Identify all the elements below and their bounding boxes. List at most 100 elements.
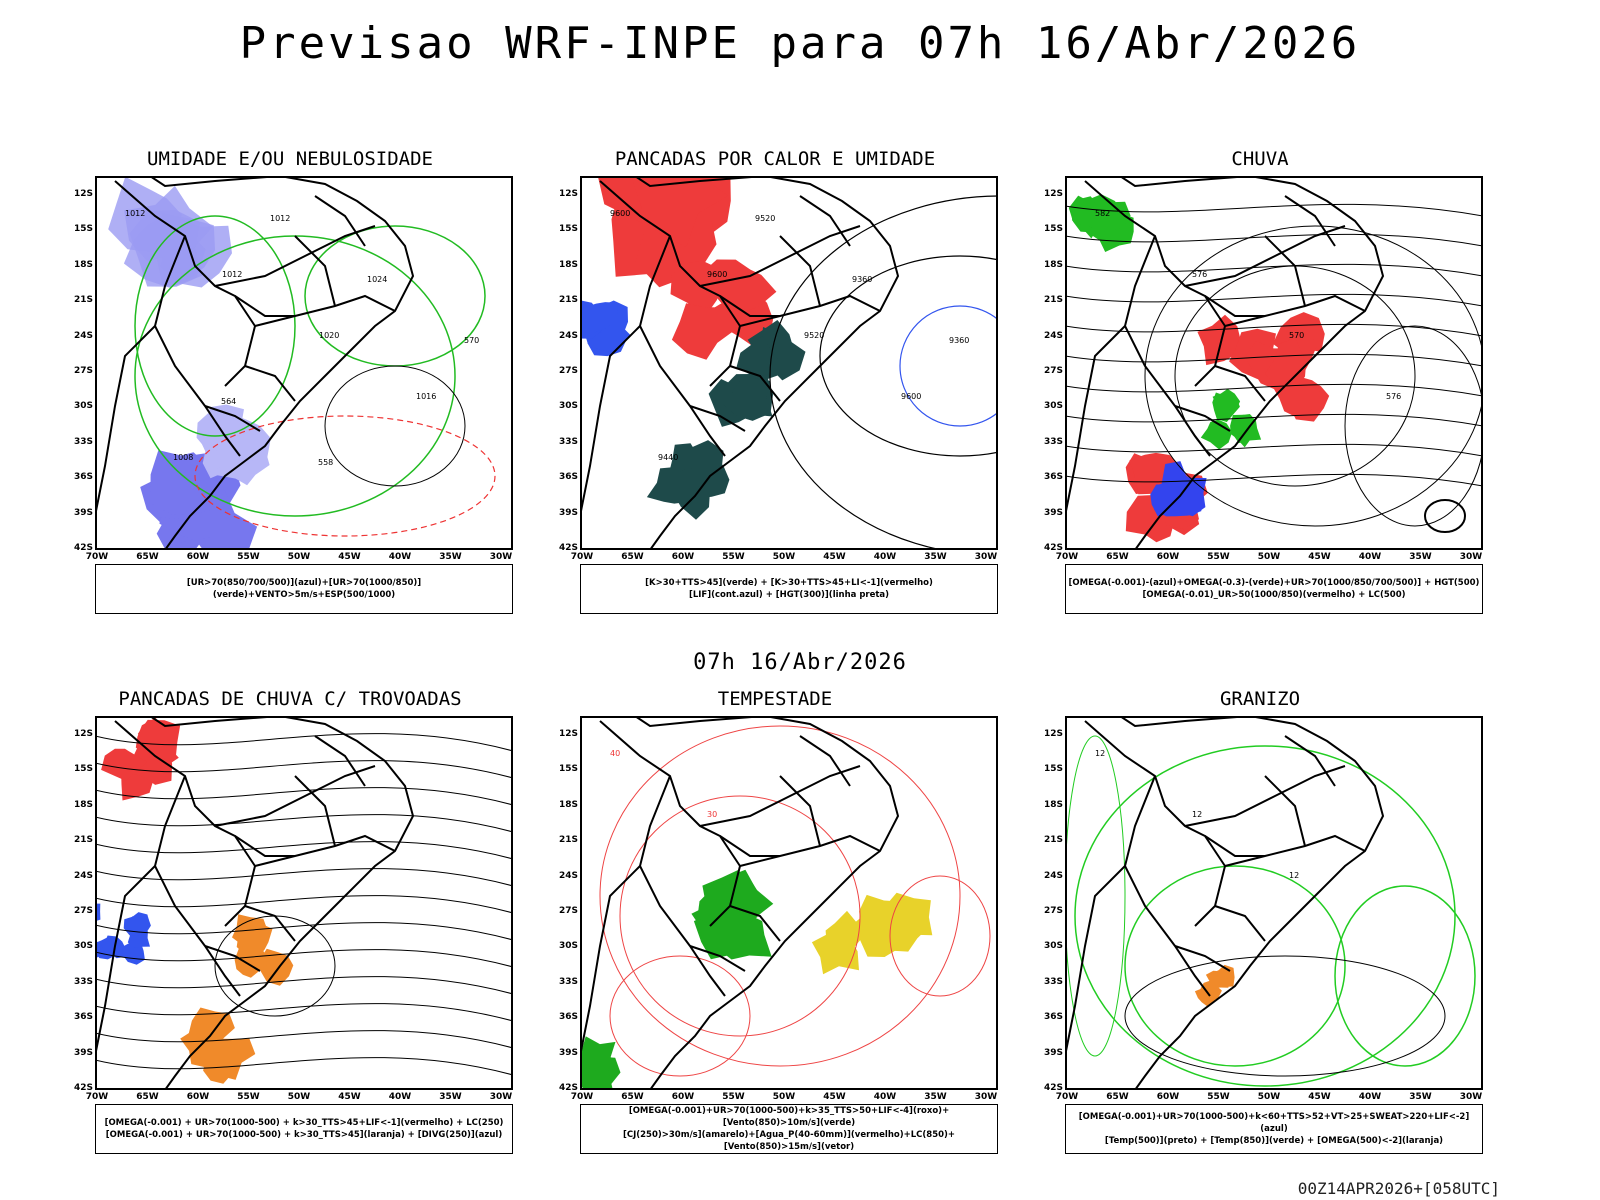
lat-tick-label: 39S (73, 1047, 93, 1058)
map-trovoadas[interactable]: 12S 15S 18S 21S 24S 27S 30S 33S 36S 39S 42S 70W 65W 6… (74, 716, 513, 1102)
border-line (1174, 405, 1231, 432)
lat-tick-label: 21S (558, 295, 578, 306)
lat-tick-label: 24S (558, 870, 578, 881)
lat-tick-label: 33S (558, 436, 578, 447)
lon-tick-label: 35W (1409, 1092, 1432, 1102)
lat-tick-label: 30S (558, 941, 578, 952)
lon-tick-label: 30W (1459, 552, 1483, 562)
streamline (95, 868, 513, 887)
contour-label: 564 (221, 397, 236, 406)
border-line (739, 834, 881, 867)
panel-legend: [OMEGA(-0.001)+UR>70(1000-500)+k<60+TTS>… (1065, 1104, 1483, 1154)
lon-tick-label: 45W (338, 552, 361, 562)
lat-tick-label: 39S (1043, 1047, 1063, 1058)
lat-tick-label: 39S (1043, 507, 1063, 518)
lon-tick-label: 65W (1106, 1092, 1129, 1102)
lon-tick-label: 40W (1358, 1092, 1382, 1102)
lat-tick-label: 27S (558, 366, 578, 376)
streamline (95, 814, 513, 833)
lat-tick-label: 36S (558, 1012, 578, 1023)
lon-tick-label: 55W (1207, 1092, 1230, 1102)
border-line (204, 945, 261, 972)
panel-title: PANCADAS POR CALOR E UMIDADE (614, 148, 936, 170)
lon-tick-label: 55W (722, 1092, 745, 1102)
lat-tick-label: 21S (558, 835, 578, 846)
shaded-area (1265, 337, 1306, 391)
map-tempestade[interactable]: 40 30 12S 15S 18S 21S 24S 27S 30S 33S 36S 39S 42S 70W… (559, 716, 998, 1102)
lat-tick-label: 42S (1043, 543, 1063, 553)
shaded-area (718, 267, 777, 312)
streamline (95, 841, 513, 860)
lon-tick-label: 60W (1156, 1092, 1180, 1102)
lon-tick-label: 65W (136, 1092, 159, 1102)
lat-tick-label: 15S (1043, 764, 1063, 775)
map-granizo[interactable]: 12 12 12 12S 15S 18S 21S 24S 27S 30S 33S 36S 39S 42S 7… (1044, 716, 1483, 1102)
shaded-area (1230, 414, 1254, 448)
lon-tick-label: 60W (1156, 552, 1180, 562)
contour-label: 40 (610, 749, 620, 758)
shaded-area (646, 467, 699, 504)
border-line (1284, 735, 1336, 787)
map-umidade[interactable]: 1012 1012 1020 1016 1008 1012 1024 570 564 558 12S… (74, 176, 513, 562)
contour-label: 9440 (658, 453, 678, 462)
shaded-area (203, 1042, 236, 1084)
streamline (1065, 353, 1483, 367)
contour-line (1124, 955, 1446, 1077)
contour-label: 9600 (901, 392, 921, 401)
contour-label: 9600 (610, 209, 630, 218)
lat-tick-label: 18S (558, 259, 578, 270)
legend-line-2: [OMEGA(-0.001) + UR>70(1000-500) + k>30_… (105, 1130, 503, 1140)
legend-line-1: [OMEGA(-0.001) + UR>70(1000-500) + k>30_… (104, 1118, 504, 1128)
lat-tick-label: 15S (558, 224, 578, 235)
border-line (689, 945, 746, 972)
map-frame (95, 176, 513, 550)
contour-line (1124, 865, 1346, 1067)
border-line (779, 775, 821, 847)
map-chuva[interactable]: 582 576 570 576 12S 15S 18S 21S 24S 27S 30S 33S 36S 3… (1044, 176, 1483, 562)
shaded-area (260, 948, 294, 986)
lon-tick-label: 65W (621, 552, 644, 562)
map-pancadas-calor[interactable]: 9600 9600 9520 9600 9440 9520 9360 9360 12S 15S 18… (559, 176, 998, 562)
border-line (234, 295, 295, 317)
lat-tick-label: 42S (558, 543, 578, 553)
contour-label: 1024 (367, 275, 387, 284)
contour-line (819, 255, 998, 457)
lat-tick-label: 24S (73, 870, 93, 881)
border-line (719, 835, 780, 857)
border-line (153, 775, 241, 997)
contour-label: 9360 (949, 336, 969, 345)
lon-tick-label: 50W (1257, 552, 1281, 562)
lat-tick-label: 36S (1043, 472, 1063, 483)
contour-label: 9600 (707, 270, 727, 279)
streamline (95, 1057, 513, 1076)
shaded-area (1197, 314, 1241, 366)
lat-tick-label: 15S (73, 764, 93, 775)
streamline (95, 949, 513, 968)
lon-tick-label: 35W (1409, 552, 1432, 562)
contour-line (609, 955, 751, 1077)
lon-tick-label: 40W (1358, 552, 1382, 562)
contour-label: 576 (1192, 270, 1207, 279)
lon-tick-label: 50W (1257, 1092, 1281, 1102)
lon-tick-label: 40W (388, 552, 412, 562)
border-line (1284, 195, 1336, 247)
lat-tick-label: 39S (558, 1047, 578, 1058)
panel-title: PANCADAS DE CHUVA C/ TROVOADAS (118, 688, 462, 710)
lon-tick-label: 30W (489, 1092, 513, 1102)
map-frame (95, 716, 513, 1090)
lat-tick-label: 42S (73, 1083, 93, 1093)
coastline (1065, 716, 1385, 1090)
lon-tick-label: 45W (823, 552, 846, 562)
contour-label: 12 (1289, 871, 1299, 880)
lon-tick-label: 45W (338, 1092, 361, 1102)
lat-tick-label: 30S (73, 401, 93, 412)
border-line (234, 835, 295, 857)
panel-pancadas-calor: PANCADAS POR CALOR E UMIDADE 9600 9600 952… (545, 148, 1005, 638)
contour-label: 30 (707, 810, 717, 819)
map-canvas: 1012 1012 1020 1016 1008 1012 1024 570 564 558 (95, 176, 513, 550)
lon-tick-label: 35W (439, 1092, 462, 1102)
contour-label: 1012 (125, 209, 145, 218)
map-frame (580, 716, 998, 1090)
border-line (580, 325, 641, 517)
lat-tick-label: 21S (73, 295, 93, 306)
